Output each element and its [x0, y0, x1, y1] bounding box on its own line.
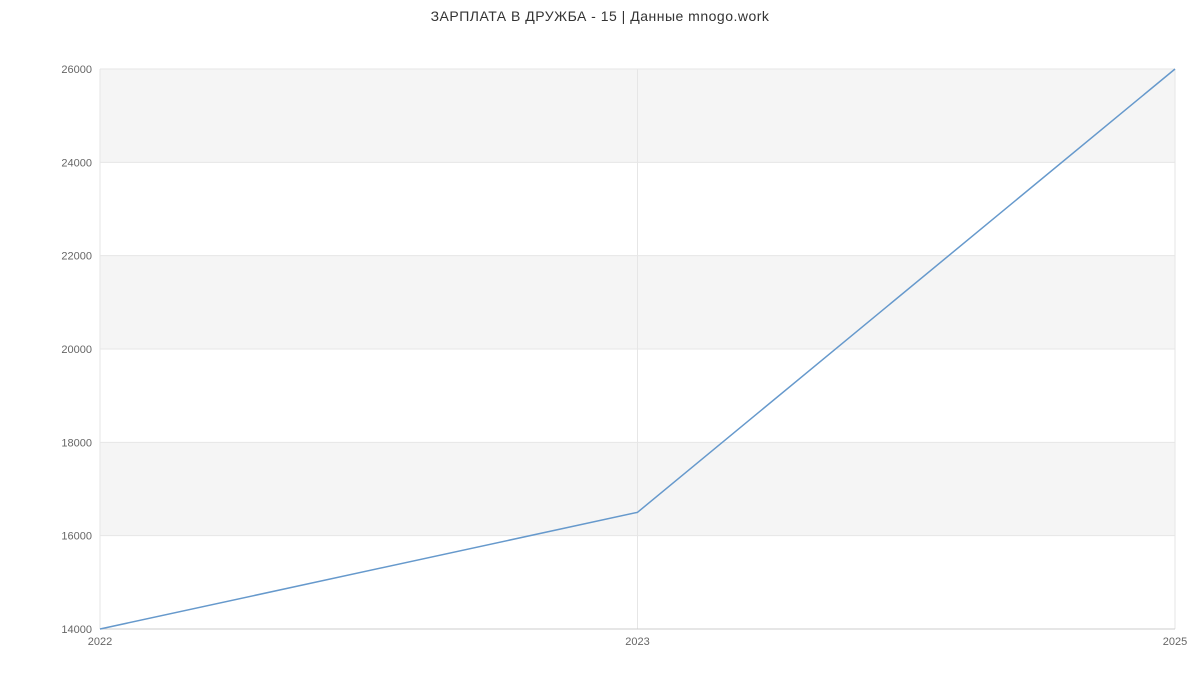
chart-title: ЗАРПЛАТА В ДРУЖБА - 15 | Данные mnogo.wo… — [0, 0, 1200, 24]
y-tick-label: 26000 — [61, 64, 92, 76]
salary-line-chart: ЗАРПЛАТА В ДРУЖБА - 15 | Данные mnogo.wo… — [0, 0, 1200, 650]
y-tick-label: 14000 — [61, 624, 92, 636]
y-tick-label: 16000 — [61, 531, 92, 543]
x-tick-label: 2025 — [1163, 636, 1187, 648]
y-tick-label: 20000 — [61, 344, 92, 356]
x-tick-label: 2022 — [88, 636, 112, 648]
x-tick-label: 2023 — [625, 636, 649, 648]
y-tick-label: 24000 — [61, 157, 92, 169]
y-tick-label: 18000 — [61, 437, 92, 449]
y-tick-label: 22000 — [61, 251, 92, 263]
chart-canvas: 14000 16000 18000 20000 22000 24000 26000 2022 2… — [0, 24, 1200, 674]
